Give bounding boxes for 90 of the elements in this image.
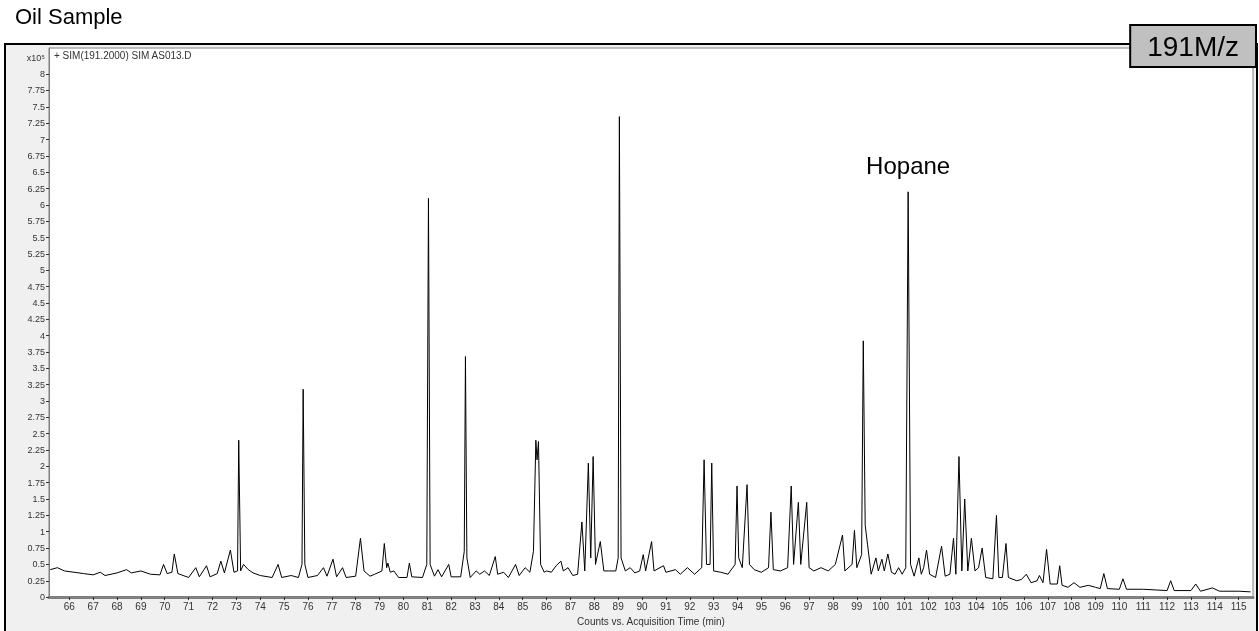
- x-tick-label: 114: [1206, 600, 1224, 612]
- x-tick-label: 70: [159, 600, 171, 612]
- y-tick-label: 0.75: [27, 543, 45, 554]
- x-tick-label: 99: [851, 600, 863, 612]
- x-tick-label: 85: [517, 600, 529, 612]
- y-tick-label: 5.75: [27, 216, 45, 227]
- x-tick-label: 115: [1230, 600, 1248, 612]
- x-tick-label: 73: [230, 600, 243, 612]
- x-tick-label: 75: [278, 600, 291, 612]
- y-tick-label: 5: [39, 265, 45, 276]
- x-tick-label: 98: [827, 600, 839, 612]
- y-tick-label: 4.5: [32, 297, 45, 308]
- x-tick-label: 71: [183, 600, 195, 612]
- x-tick-label: 92: [684, 600, 696, 612]
- line-series: [49, 116, 1252, 593]
- y-tick-label: 3.75: [27, 346, 45, 357]
- x-tick-label: 66: [63, 600, 76, 612]
- x-tick-label: 90: [636, 600, 649, 612]
- x-tick-label: 80: [397, 600, 410, 612]
- chart-title: Oil Sample: [15, 3, 123, 29]
- x-tick-label: 88: [588, 600, 601, 612]
- x-tick-label: 82: [445, 600, 458, 612]
- y-tick-label: 0: [39, 592, 45, 603]
- x-tick-label: 106: [1015, 600, 1033, 612]
- y-tick-label: 6.75: [27, 150, 45, 161]
- y-tick-label: 0.5: [32, 559, 45, 570]
- y-tick-label: 4.25: [27, 314, 45, 325]
- x-tick-label: 110: [1111, 600, 1128, 612]
- y-tick-label: 1.75: [27, 477, 45, 488]
- x-tick-label: 79: [373, 600, 386, 612]
- x-tick-label: 102: [920, 600, 938, 612]
- x-tick-label: 84: [493, 600, 505, 612]
- x-tick-label: 103: [943, 600, 962, 612]
- y-tick-label: 6: [39, 199, 45, 210]
- y-tick-label: 5.25: [27, 248, 45, 259]
- x-tick-label: 72: [206, 600, 219, 612]
- x-tick-label: 68: [111, 600, 124, 612]
- x-tick-label: 74: [254, 600, 267, 612]
- x-tick-label: 69: [135, 600, 147, 612]
- x-tick-label: 109: [1087, 600, 1105, 612]
- x-tick-label: 111: [1135, 600, 1152, 612]
- y-tick-label: 2.75: [27, 412, 45, 423]
- y-tick-label: 1: [39, 526, 45, 537]
- y-tick-label: 8: [39, 69, 45, 80]
- annotation: + SIM(191.2000) SIM AS013.D: [54, 49, 192, 61]
- annotation: 191M/z: [1147, 30, 1240, 62]
- y-tick-label: 7.75: [27, 85, 45, 96]
- x-tick-label: 81: [421, 600, 434, 612]
- x-tick-label: 101: [896, 600, 914, 612]
- y-tick-label: 7.25: [27, 118, 45, 129]
- y-tick-label: 2.5: [32, 428, 45, 439]
- x-tick-label: 107: [1039, 600, 1057, 612]
- x-tick-label: 108: [1063, 600, 1081, 612]
- x-tick-label: 105: [991, 600, 1009, 612]
- y-tick-label: 2.25: [27, 445, 45, 456]
- y-tick-label: 3.25: [27, 379, 45, 390]
- y-tick-label: 4.75: [27, 281, 45, 292]
- x-tick-label: 91: [660, 600, 672, 612]
- y-axis-title: x10⁵: [26, 52, 46, 63]
- y-tick-label: 4: [39, 330, 45, 341]
- x-tick-label: 93: [708, 600, 720, 612]
- y-tick-label: 7.5: [32, 101, 45, 112]
- x-tick-label: 87: [564, 600, 577, 612]
- x-tick-label: 97: [803, 600, 816, 612]
- y-tick-label: 3: [39, 395, 45, 406]
- y-tick-label: 2: [39, 461, 45, 472]
- x-tick-label: 67: [87, 600, 100, 612]
- x-tick-label: 95: [755, 600, 768, 612]
- y-tick-label: 0.25: [27, 575, 45, 586]
- y-tick-label: 3.5: [32, 363, 45, 374]
- y-tick-label: 1.25: [27, 510, 45, 521]
- x-tick-label: 86: [541, 600, 553, 612]
- x-tick-label: 100: [872, 600, 890, 612]
- y-tick-label: 5.5: [32, 232, 45, 243]
- x-tick-label: 94: [731, 600, 744, 612]
- x-tick-label: 113: [1182, 600, 1200, 612]
- y-tick-label: 1.5: [32, 494, 45, 505]
- x-tick-label: 96: [779, 600, 792, 612]
- y-tick-label: 7: [39, 134, 45, 145]
- y-tick-label: 6.25: [27, 183, 45, 194]
- y-tick-label: 6.5: [32, 167, 45, 178]
- x-tick-label: 83: [469, 600, 481, 612]
- x-tick-label: 112: [1159, 600, 1176, 612]
- x-tick-label: 77: [326, 600, 338, 612]
- x-tick-label: 78: [350, 600, 362, 612]
- x-tick-label: 104: [967, 600, 985, 612]
- x-tick-label: 76: [302, 600, 314, 612]
- x-axis-title: Counts vs. Acquisition Time (min): [577, 615, 725, 627]
- x-tick-label: 89: [612, 600, 625, 612]
- annotation: Hopane: [866, 152, 951, 180]
